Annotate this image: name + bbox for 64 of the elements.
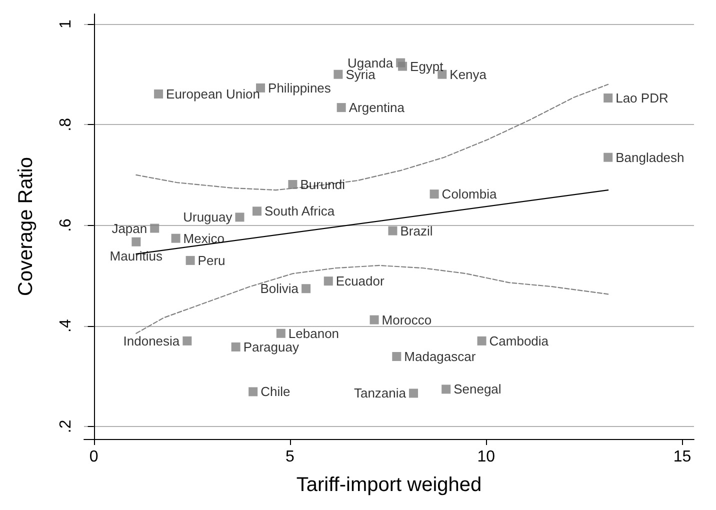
data-label: Ecuador bbox=[336, 274, 385, 289]
data-label: Argentina bbox=[348, 100, 406, 116]
y-tick-label: .4 bbox=[58, 319, 74, 333]
data-label: Peru bbox=[198, 252, 226, 268]
point bbox=[150, 224, 160, 233]
data-label: Madagascar bbox=[404, 349, 476, 364]
data-label: Senegal bbox=[454, 382, 502, 397]
data-label: Bolivia bbox=[260, 281, 300, 296]
point bbox=[430, 190, 439, 199]
y-axis-title: Coverage Ratio bbox=[15, 157, 37, 296]
point bbox=[288, 180, 298, 190]
point bbox=[604, 93, 613, 102]
data-label: Japan bbox=[112, 220, 148, 236]
data-label: Cambodia bbox=[489, 333, 550, 348]
point bbox=[186, 256, 195, 265]
point bbox=[388, 226, 398, 236]
data-label: Mexico bbox=[183, 230, 224, 246]
data-label: Chile bbox=[260, 384, 290, 400]
point bbox=[252, 206, 262, 216]
point bbox=[248, 387, 258, 396]
point bbox=[442, 384, 451, 394]
x-tick-label: 0 bbox=[89, 448, 98, 466]
data-label: Mauritius bbox=[110, 248, 164, 264]
data-label: Uruguay bbox=[183, 210, 233, 225]
data-label: Brazil bbox=[400, 223, 433, 238]
x-tick-label: 15 bbox=[673, 448, 692, 466]
data-label: South Africa bbox=[264, 204, 336, 219]
point bbox=[231, 342, 240, 352]
point bbox=[132, 237, 141, 246]
point bbox=[392, 352, 402, 362]
point bbox=[604, 152, 613, 162]
x-axis-title: Tariff-import weighed bbox=[296, 474, 482, 496]
point bbox=[235, 212, 244, 222]
point bbox=[182, 336, 192, 346]
x-tick-label: 5 bbox=[285, 448, 294, 466]
point bbox=[171, 234, 180, 243]
point bbox=[276, 328, 286, 338]
y-tick-label: .8 bbox=[58, 118, 74, 132]
data-label: Bangladesh bbox=[616, 150, 684, 165]
data-label: Lao PDR bbox=[616, 90, 668, 106]
data-label: Egypt bbox=[410, 58, 444, 74]
data-label: Philippines bbox=[268, 80, 332, 96]
point bbox=[336, 103, 346, 112]
y-tick-label: 1 bbox=[58, 20, 74, 29]
data-label: Colombia bbox=[442, 186, 498, 202]
point bbox=[370, 315, 379, 324]
point bbox=[477, 336, 486, 346]
point bbox=[324, 276, 333, 286]
data-label: European Union bbox=[166, 86, 260, 102]
line-series bbox=[136, 84, 609, 191]
y-tick-label: .2 bbox=[58, 420, 74, 434]
data-label: Kenya bbox=[450, 66, 488, 82]
point bbox=[302, 284, 311, 294]
x-tick-label: 10 bbox=[477, 448, 496, 466]
data-label: Lebanon bbox=[288, 326, 340, 341]
data-label: Paraguay bbox=[243, 339, 300, 354]
point bbox=[334, 70, 343, 79]
point bbox=[398, 62, 408, 71]
data-label: Morocco bbox=[382, 312, 432, 328]
point bbox=[154, 89, 164, 98]
point bbox=[409, 388, 418, 398]
data-label: Indonesia bbox=[123, 333, 180, 348]
y-tick-label: .6 bbox=[58, 218, 74, 232]
data-label: Tanzania bbox=[354, 386, 407, 401]
